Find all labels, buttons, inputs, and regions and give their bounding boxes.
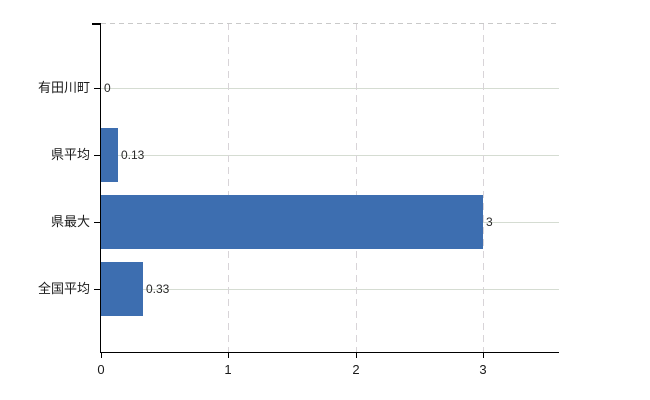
grid-line-vertical [356, 23, 357, 353]
grid-line-horizontal [101, 288, 559, 290]
grid-line-vertical [228, 23, 229, 353]
x-axis-tick [101, 353, 102, 358]
bar [101, 262, 143, 316]
bar-value-label: 0.13 [121, 148, 145, 162]
x-tick-label: 1 [224, 362, 232, 377]
x-tick-label: 0 [97, 362, 105, 377]
bar [101, 195, 483, 249]
category-label: 県平均 [50, 147, 90, 162]
x-axis-tick [483, 353, 484, 358]
y-axis-tick [94, 155, 100, 156]
category-label: 全国平均 [37, 281, 90, 296]
category-label: 有田川町 [37, 80, 90, 95]
bar-value-label: 0 [104, 81, 111, 95]
y-axis-outer-tick [92, 23, 101, 25]
grid-line-vertical [483, 23, 484, 353]
bar-value-label: 0.33 [146, 282, 170, 296]
y-axis-line [99, 23, 101, 353]
y-axis-tick [94, 88, 100, 89]
x-tick-label: 2 [352, 362, 360, 377]
plot-top-border [101, 23, 559, 24]
x-axis-line [99, 351, 559, 353]
x-axis-tick [228, 353, 229, 358]
grid-line-horizontal [101, 88, 559, 89]
grid-line-horizontal [101, 155, 559, 156]
y-axis-tick [94, 222, 100, 223]
x-axis-tick [356, 353, 357, 358]
category-label: 県最大 [50, 214, 90, 229]
bar-value-label: 3 [486, 215, 493, 229]
y-axis-tick [94, 289, 100, 290]
bar [101, 128, 118, 182]
x-tick-label: 3 [479, 362, 487, 377]
